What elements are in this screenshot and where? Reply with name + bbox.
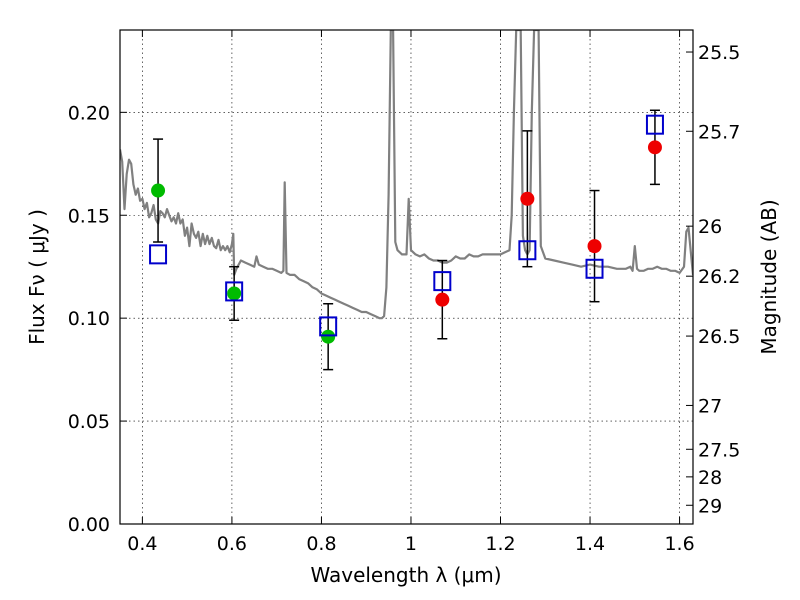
y2-tick-label: 25.5: [698, 42, 740, 64]
x-axis-label: Wavelength λ (μm): [310, 563, 501, 587]
model-square: [518, 240, 537, 261]
model-square: [585, 258, 604, 279]
y2-tick-label: 28: [698, 467, 722, 489]
y2-tick-label: 26.2: [698, 266, 740, 288]
y-axis-label: Flux Fν ( μJy ): [25, 209, 49, 345]
plot-frame: [119, 29, 694, 525]
y2-tick-label: 27: [698, 395, 722, 417]
model-square: [319, 316, 338, 337]
x-tick-label: 1.4: [575, 533, 605, 555]
model-square: [149, 244, 168, 265]
x-tick-label: 1.2: [485, 533, 515, 555]
y-tick-label: 0.10: [68, 308, 110, 330]
y2-tick-label: 29: [698, 495, 722, 517]
x-tick-label: 0.4: [127, 533, 157, 555]
plot-area: [120, 30, 693, 371]
y-tick-label: 0.00: [68, 514, 110, 536]
y-tick-label: 0.05: [68, 411, 110, 433]
green-data-point: [321, 329, 336, 344]
x-tick-label: 0.6: [217, 533, 247, 555]
green-data-point: [227, 286, 242, 301]
y2-axis-label: Magnitude (AB): [757, 199, 781, 354]
red-data-point: [647, 140, 662, 155]
red-data-point: [587, 239, 602, 254]
red-data-point: [520, 191, 535, 206]
model-square: [645, 114, 664, 135]
y-tick-label: 0.15: [68, 205, 110, 227]
y-tick-label: 0.20: [68, 102, 110, 124]
x-tick-label: 1: [405, 533, 417, 555]
green-data-point: [151, 183, 166, 198]
x-tick-label: 0.8: [306, 533, 336, 555]
red-data-point: [435, 292, 450, 307]
y2-tick-label: 27.5: [698, 439, 740, 461]
axis-ticks: 0.4 0.6 0.8 1 1.2 1.4 1.6 0.00 0.05 0.10 0.15 0.20 2…: [68, 30, 740, 555]
model-square: [225, 281, 244, 302]
y2-tick-label: 26: [698, 216, 722, 238]
y2-tick-label: 25.7: [698, 121, 740, 143]
x-tick-label: 1.6: [664, 533, 694, 555]
y2-tick-label: 26.5: [698, 326, 740, 348]
grid: [120, 30, 693, 525]
model-square: [433, 271, 452, 292]
spectrum-line: [120, 30, 693, 320]
